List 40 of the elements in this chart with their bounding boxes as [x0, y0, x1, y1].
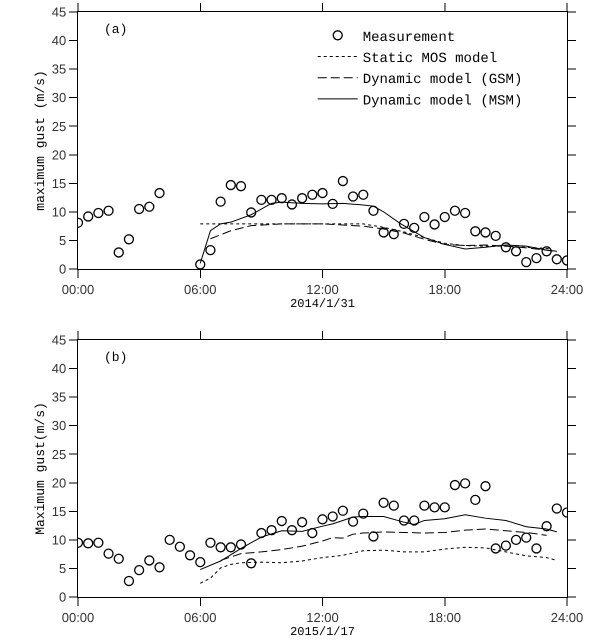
- x-tick-label: 12:00: [306, 610, 339, 625]
- y-axis-title: maximum gust (m/s): [32, 70, 48, 211]
- y-tick-label: 10: [52, 204, 66, 220]
- y-tick-label: 25: [52, 446, 66, 462]
- y-tick-label: 45: [52, 332, 66, 348]
- y-tick-label: 35: [52, 62, 66, 77]
- legend-label: Static MOS model: [362, 50, 498, 67]
- x-tick-label: 18:00: [428, 282, 462, 297]
- y-tick-label: 15: [52, 504, 66, 519]
- x-axis-title: 2015/1/17: [290, 624, 355, 639]
- y-tick-label: 10: [52, 532, 66, 548]
- y-tick-label: 0: [58, 590, 66, 605]
- x-tick-label: 18:00: [428, 610, 462, 625]
- y-tick-label: 35: [52, 390, 66, 405]
- y-tick-label: 40: [52, 361, 66, 376]
- y-tick-label: 20: [52, 475, 66, 490]
- legend-label: Measurement: [362, 30, 456, 46]
- x-tick-label: 06:00: [184, 282, 217, 297]
- y-tick-label: 25: [52, 118, 66, 134]
- y-tick-label: 15: [52, 176, 66, 191]
- y-axis-title: Maximum gust(m/s): [32, 402, 48, 535]
- y-tick-label: 30: [52, 90, 66, 106]
- y-tick-label: 5: [58, 560, 66, 576]
- y-tick-label: 45: [52, 4, 66, 20]
- annotation: (b): [104, 350, 128, 365]
- x-axis-title: 2014/1/31: [290, 296, 355, 311]
- x-tick-label: 06:00: [184, 610, 217, 625]
- legend-label: Dynamic model (MSM): [362, 93, 522, 110]
- y-tick-label: 0: [58, 262, 66, 277]
- x-tick-label: 24:00: [550, 282, 584, 297]
- x-tick-label: 24:00: [550, 610, 584, 625]
- y-tick-label: 5: [58, 232, 66, 248]
- y-tick-label: 40: [52, 33, 66, 48]
- y-tick-label: 30: [52, 418, 66, 434]
- x-tick-label: 00:00: [62, 610, 94, 625]
- annotation: (a): [104, 22, 128, 37]
- legend-label: Dynamic model (GSM): [362, 72, 522, 88]
- x-tick-label: 12:00: [306, 282, 339, 297]
- y-tick-label: 20: [52, 147, 66, 162]
- x-tick-label: 00:00: [62, 282, 94, 297]
